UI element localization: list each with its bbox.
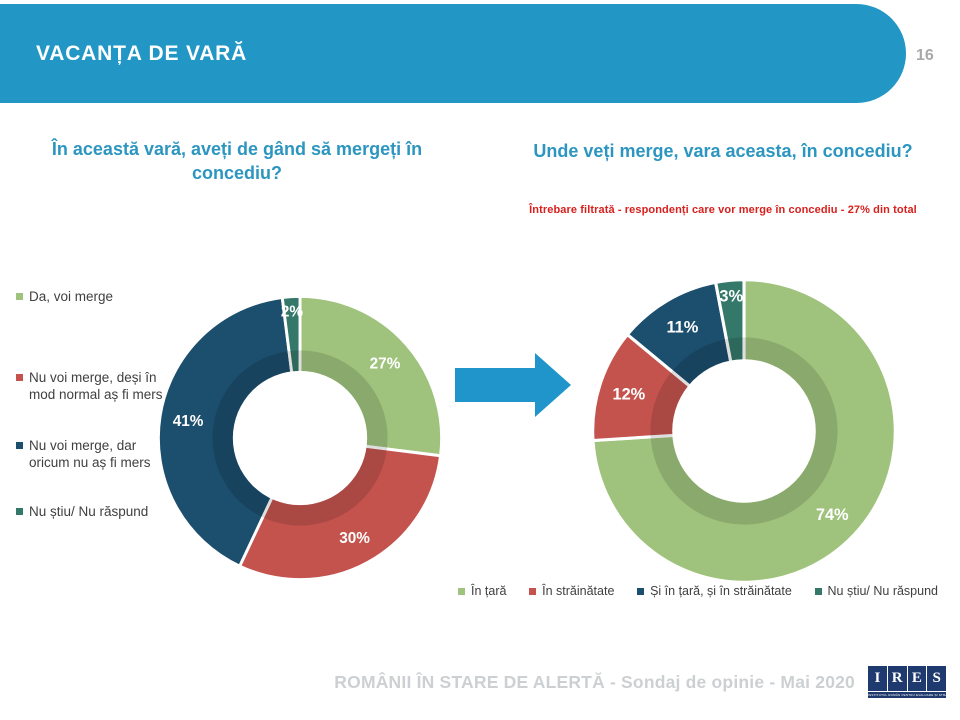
left-chart-title: În această vară, aveți de gând să mergeț… <box>51 139 423 183</box>
legend-item: În țară <box>458 584 506 600</box>
legend-label: În țară <box>471 584 507 598</box>
donut-hole <box>672 359 816 503</box>
legend-swatch <box>814 588 822 595</box>
right-chart-title: Unde veți merge, vara aceasta, în conced… <box>533 141 913 161</box>
ires-logo: I R E S INSTITUTUL ROMÂN PENTRU EVALUARE… <box>868 666 946 698</box>
legend-label: Și în țară, și în străinătate <box>650 584 792 598</box>
donut-value-label: 2% <box>281 303 304 320</box>
legend-swatch <box>458 588 465 595</box>
legend-label: Nu voi merge, deși în mod normal aș fi m… <box>29 370 163 402</box>
legend-label: În străinătate <box>542 584 615 598</box>
slide-title: VACANȚA DE VARĂ <box>36 41 248 65</box>
legend-item: Nu voi merge, dar oricum nu aș fi mers <box>16 437 170 471</box>
legend-label: Nu știu/ Nu răspund <box>29 504 149 519</box>
legend-swatch <box>637 588 645 595</box>
ires-logo-letters: I R E S <box>868 666 946 691</box>
legend-label: Nu știu/ Nu răspund <box>827 584 938 598</box>
header-bar: VACANȚA DE VARĂ <box>0 4 906 103</box>
legend-label: Nu voi merge, dar oricum nu aș fi mers <box>29 438 151 470</box>
legend-item: Și în țară, și în străinătate <box>637 584 792 600</box>
filter-note: Întrebare filtrată - respondenți care vo… <box>529 204 917 216</box>
donut-value-label: 3% <box>719 287 743 305</box>
left-chart-legend: Da, voi merge Nu voi merge, deși în mod n… <box>16 288 170 520</box>
donut-slice <box>156 295 302 569</box>
legend-item: Nu voi merge, deși în mod normal aș fi m… <box>16 369 170 403</box>
donut-value-label: 12% <box>612 386 645 404</box>
legend-item: Nu știu/ Nu răspund <box>16 503 170 520</box>
arrow-right-icon <box>452 350 574 420</box>
donut-chart-left: 27% 30% 41% 2% <box>154 292 446 584</box>
logo-letter: E <box>907 666 927 691</box>
legend-item: În străinătate <box>529 584 614 600</box>
footer: ROMÂNII ÎN STARE DE ALERTĂ - Sondaj de o… <box>0 662 946 702</box>
donut-chart-right: 74% 12% 11% 3% <box>588 275 900 587</box>
donut-hole <box>232 370 368 506</box>
legend-swatch <box>16 442 23 449</box>
donut-value-label: 74% <box>816 506 849 524</box>
footer-text: ROMÂNII ÎN STARE DE ALERTĂ - Sondaj de o… <box>334 671 855 692</box>
donut-value-label: 27% <box>370 356 401 373</box>
donut-value-label: 30% <box>339 530 370 547</box>
donut-inner-shadow <box>650 337 838 525</box>
logo-letter: I <box>868 666 887 691</box>
legend-item: Nu știu/ Nu răspund <box>814 584 938 600</box>
legend-swatch <box>529 588 537 595</box>
legend-swatch <box>16 508 23 515</box>
donut-value-label: 41% <box>173 413 204 430</box>
logo-letter: R <box>887 666 907 691</box>
logo-tagline: INSTITUTUL ROMÂN PENTRU EVALUARE ȘI STRA… <box>868 692 946 698</box>
legend-item: Da, voi merge <box>16 288 170 305</box>
right-chart-legend: În țară În străinătate Și în țară, și în s… <box>458 584 938 600</box>
donut-value-label: 11% <box>666 319 698 337</box>
logo-letter: S <box>927 666 946 691</box>
donut-inner-shadow <box>212 350 388 526</box>
legend-swatch <box>16 293 23 300</box>
page-number: 16 <box>916 47 934 64</box>
legend-swatch <box>16 374 23 381</box>
legend-label: Da, voi merge <box>29 289 114 304</box>
